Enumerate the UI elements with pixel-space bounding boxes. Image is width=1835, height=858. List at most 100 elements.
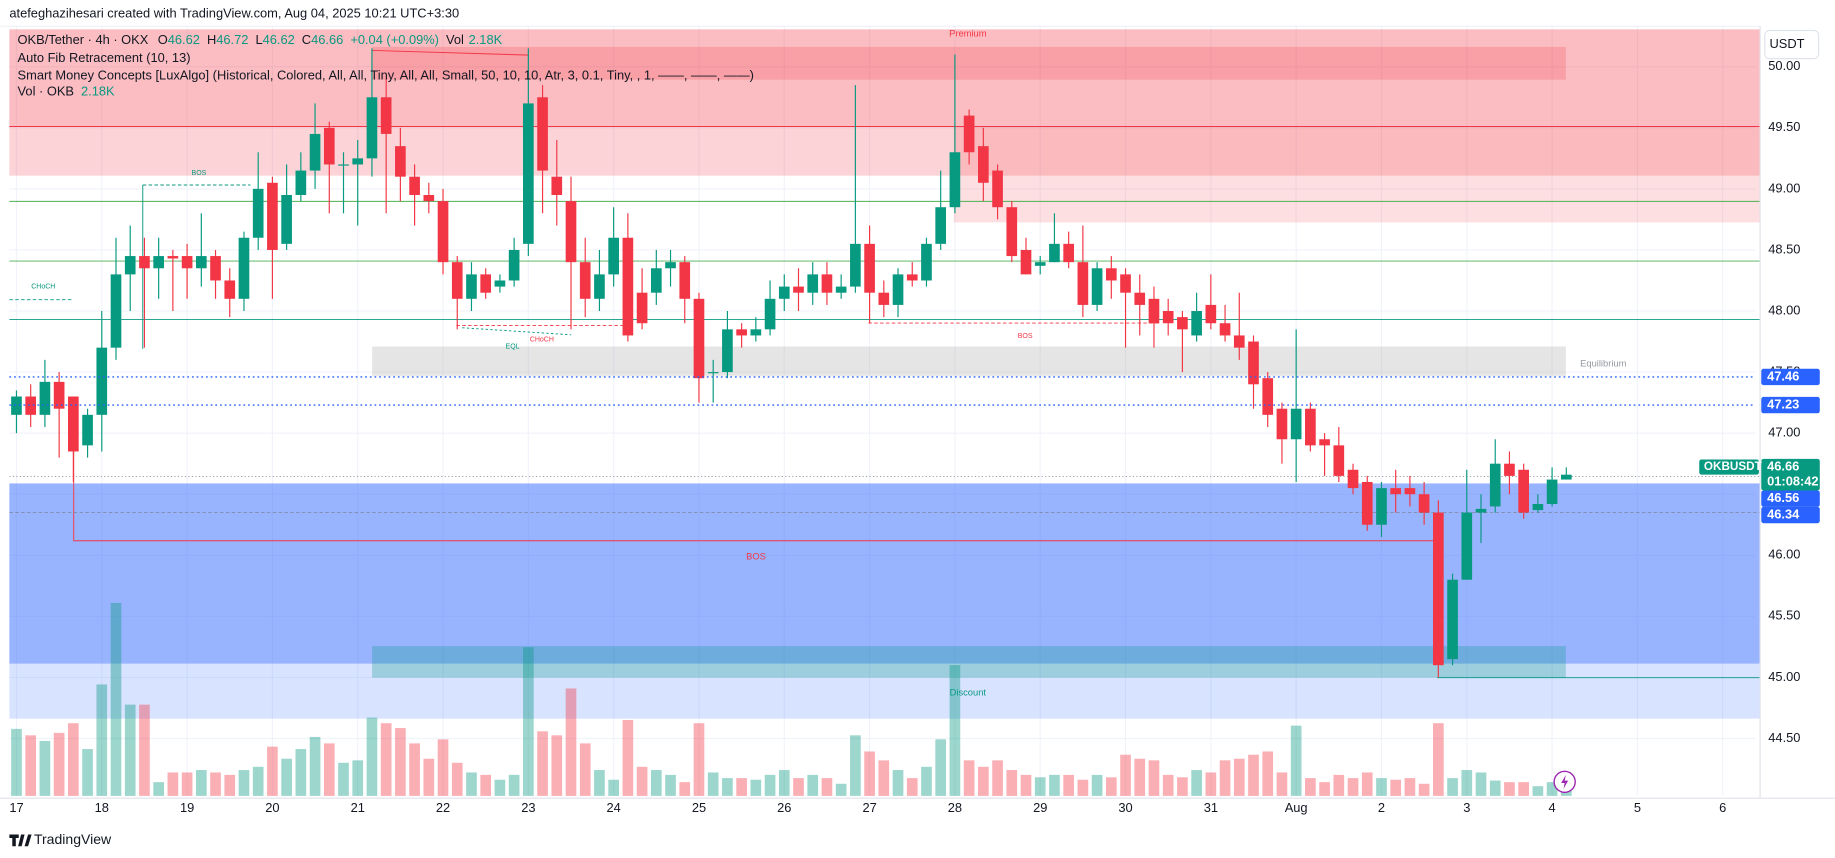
volume-bar [963, 760, 975, 796]
volume-bar [764, 774, 776, 796]
y-tick-label: 47.00 [1768, 425, 1800, 440]
candle-body [835, 286, 847, 293]
volume-bar [679, 782, 691, 796]
candle-body [1433, 512, 1444, 666]
currency-button[interactable] [1764, 29, 1820, 60]
candle-body [309, 133, 321, 171]
alert-icon[interactable] [1561, 774, 1569, 789]
structure-label: BOS [192, 170, 207, 177]
price-label: 46.56 [1767, 490, 1799, 505]
x-tick-label: 18 [95, 800, 109, 815]
volume-bar [1475, 772, 1487, 796]
candle-body [992, 170, 1003, 208]
price-label: 46.34 [1767, 506, 1800, 521]
volume-bar [1049, 774, 1060, 796]
candle-body [878, 292, 890, 305]
volume-bar [892, 770, 904, 796]
order-block [372, 46, 1566, 80]
candle-body [1475, 508, 1487, 513]
brand: TradingView [34, 831, 112, 847]
volume-bar [935, 739, 947, 796]
candle-body [1020, 249, 1032, 275]
volume-bar [693, 723, 705, 796]
price-label-box [1761, 458, 1820, 491]
change: +0.04 (+0.09%) [350, 32, 439, 47]
candle-body [1049, 243, 1060, 263]
candle-body [25, 396, 37, 415]
indicator-legend: Auto Fib Retracement (10, 13) [18, 50, 191, 65]
volume-bar [1461, 770, 1473, 796]
volume-bar [579, 743, 591, 796]
candle-body [1560, 474, 1572, 480]
volume-bar [608, 779, 619, 796]
volume-bar [1120, 754, 1131, 796]
volume-bar [323, 743, 335, 796]
x-tick-label: 19 [180, 800, 194, 815]
candle-body [594, 274, 605, 299]
volume-bar [1390, 779, 1402, 796]
candle-body [1361, 482, 1373, 525]
volume-bar [53, 732, 65, 796]
candle-body [906, 274, 918, 281]
volume-bar [921, 766, 932, 796]
ohlc-value: 46.66 [311, 32, 343, 47]
candle-body [82, 414, 93, 446]
volume-bar [778, 770, 790, 796]
candle-body [523, 103, 534, 244]
volume-bar [1361, 772, 1373, 796]
volume-bar [594, 770, 605, 796]
x-tick-label: 27 [862, 800, 876, 815]
volume-bar [366, 717, 378, 796]
candle-body [608, 237, 619, 275]
volume-bar [153, 782, 164, 796]
volume-bar [665, 774, 676, 796]
volume-bar [1305, 778, 1316, 796]
volume-bar [1091, 774, 1103, 796]
volume-bar [124, 704, 136, 796]
x-tick-label: 29 [1033, 800, 1047, 815]
candle-body [1120, 274, 1131, 293]
volume-bar [1518, 782, 1529, 796]
candle-body [764, 298, 776, 330]
candle-body [978, 146, 989, 183]
volume-bar [1532, 786, 1544, 796]
candle-body [1006, 207, 1018, 257]
price-label-box [1761, 490, 1820, 507]
structure-label: BOS [746, 552, 766, 562]
candle-body [39, 381, 51, 415]
zone-label: Equilibrium [1580, 359, 1626, 369]
volume-bar [309, 736, 321, 796]
volume-bar [110, 602, 122, 796]
structure-label: CHoCH [31, 284, 55, 291]
y-tick-label: 46.00 [1768, 547, 1800, 562]
volume-bar [636, 766, 648, 796]
volume-bar [39, 740, 51, 796]
candle-body [1148, 298, 1160, 324]
candle-body [466, 274, 477, 299]
candle-body [238, 237, 250, 299]
candle-body [821, 274, 833, 293]
candle-body [1461, 512, 1473, 580]
volume-bar [210, 772, 221, 796]
marks [11, 48, 1572, 796]
x-tick-label: 25 [692, 800, 706, 815]
volume-bar [181, 772, 193, 796]
candle-body [267, 182, 278, 250]
volume-bar [736, 778, 747, 796]
candle-body [68, 396, 79, 452]
currency-label[interactable]: USDT [1769, 36, 1804, 51]
candle-body [1347, 469, 1359, 489]
candle-body [537, 97, 548, 171]
volume-bar [1162, 774, 1174, 796]
candle-body [665, 262, 676, 269]
candle-body [409, 176, 420, 195]
volume-bar [437, 739, 449, 796]
candle-body [338, 164, 349, 166]
candle-body [252, 188, 264, 238]
volume-bar [750, 779, 762, 796]
candle-body [1532, 503, 1544, 511]
volume-bar [224, 774, 236, 796]
candle-body [1034, 262, 1046, 266]
candle-body [1447, 579, 1458, 660]
candle-body [1546, 479, 1558, 504]
